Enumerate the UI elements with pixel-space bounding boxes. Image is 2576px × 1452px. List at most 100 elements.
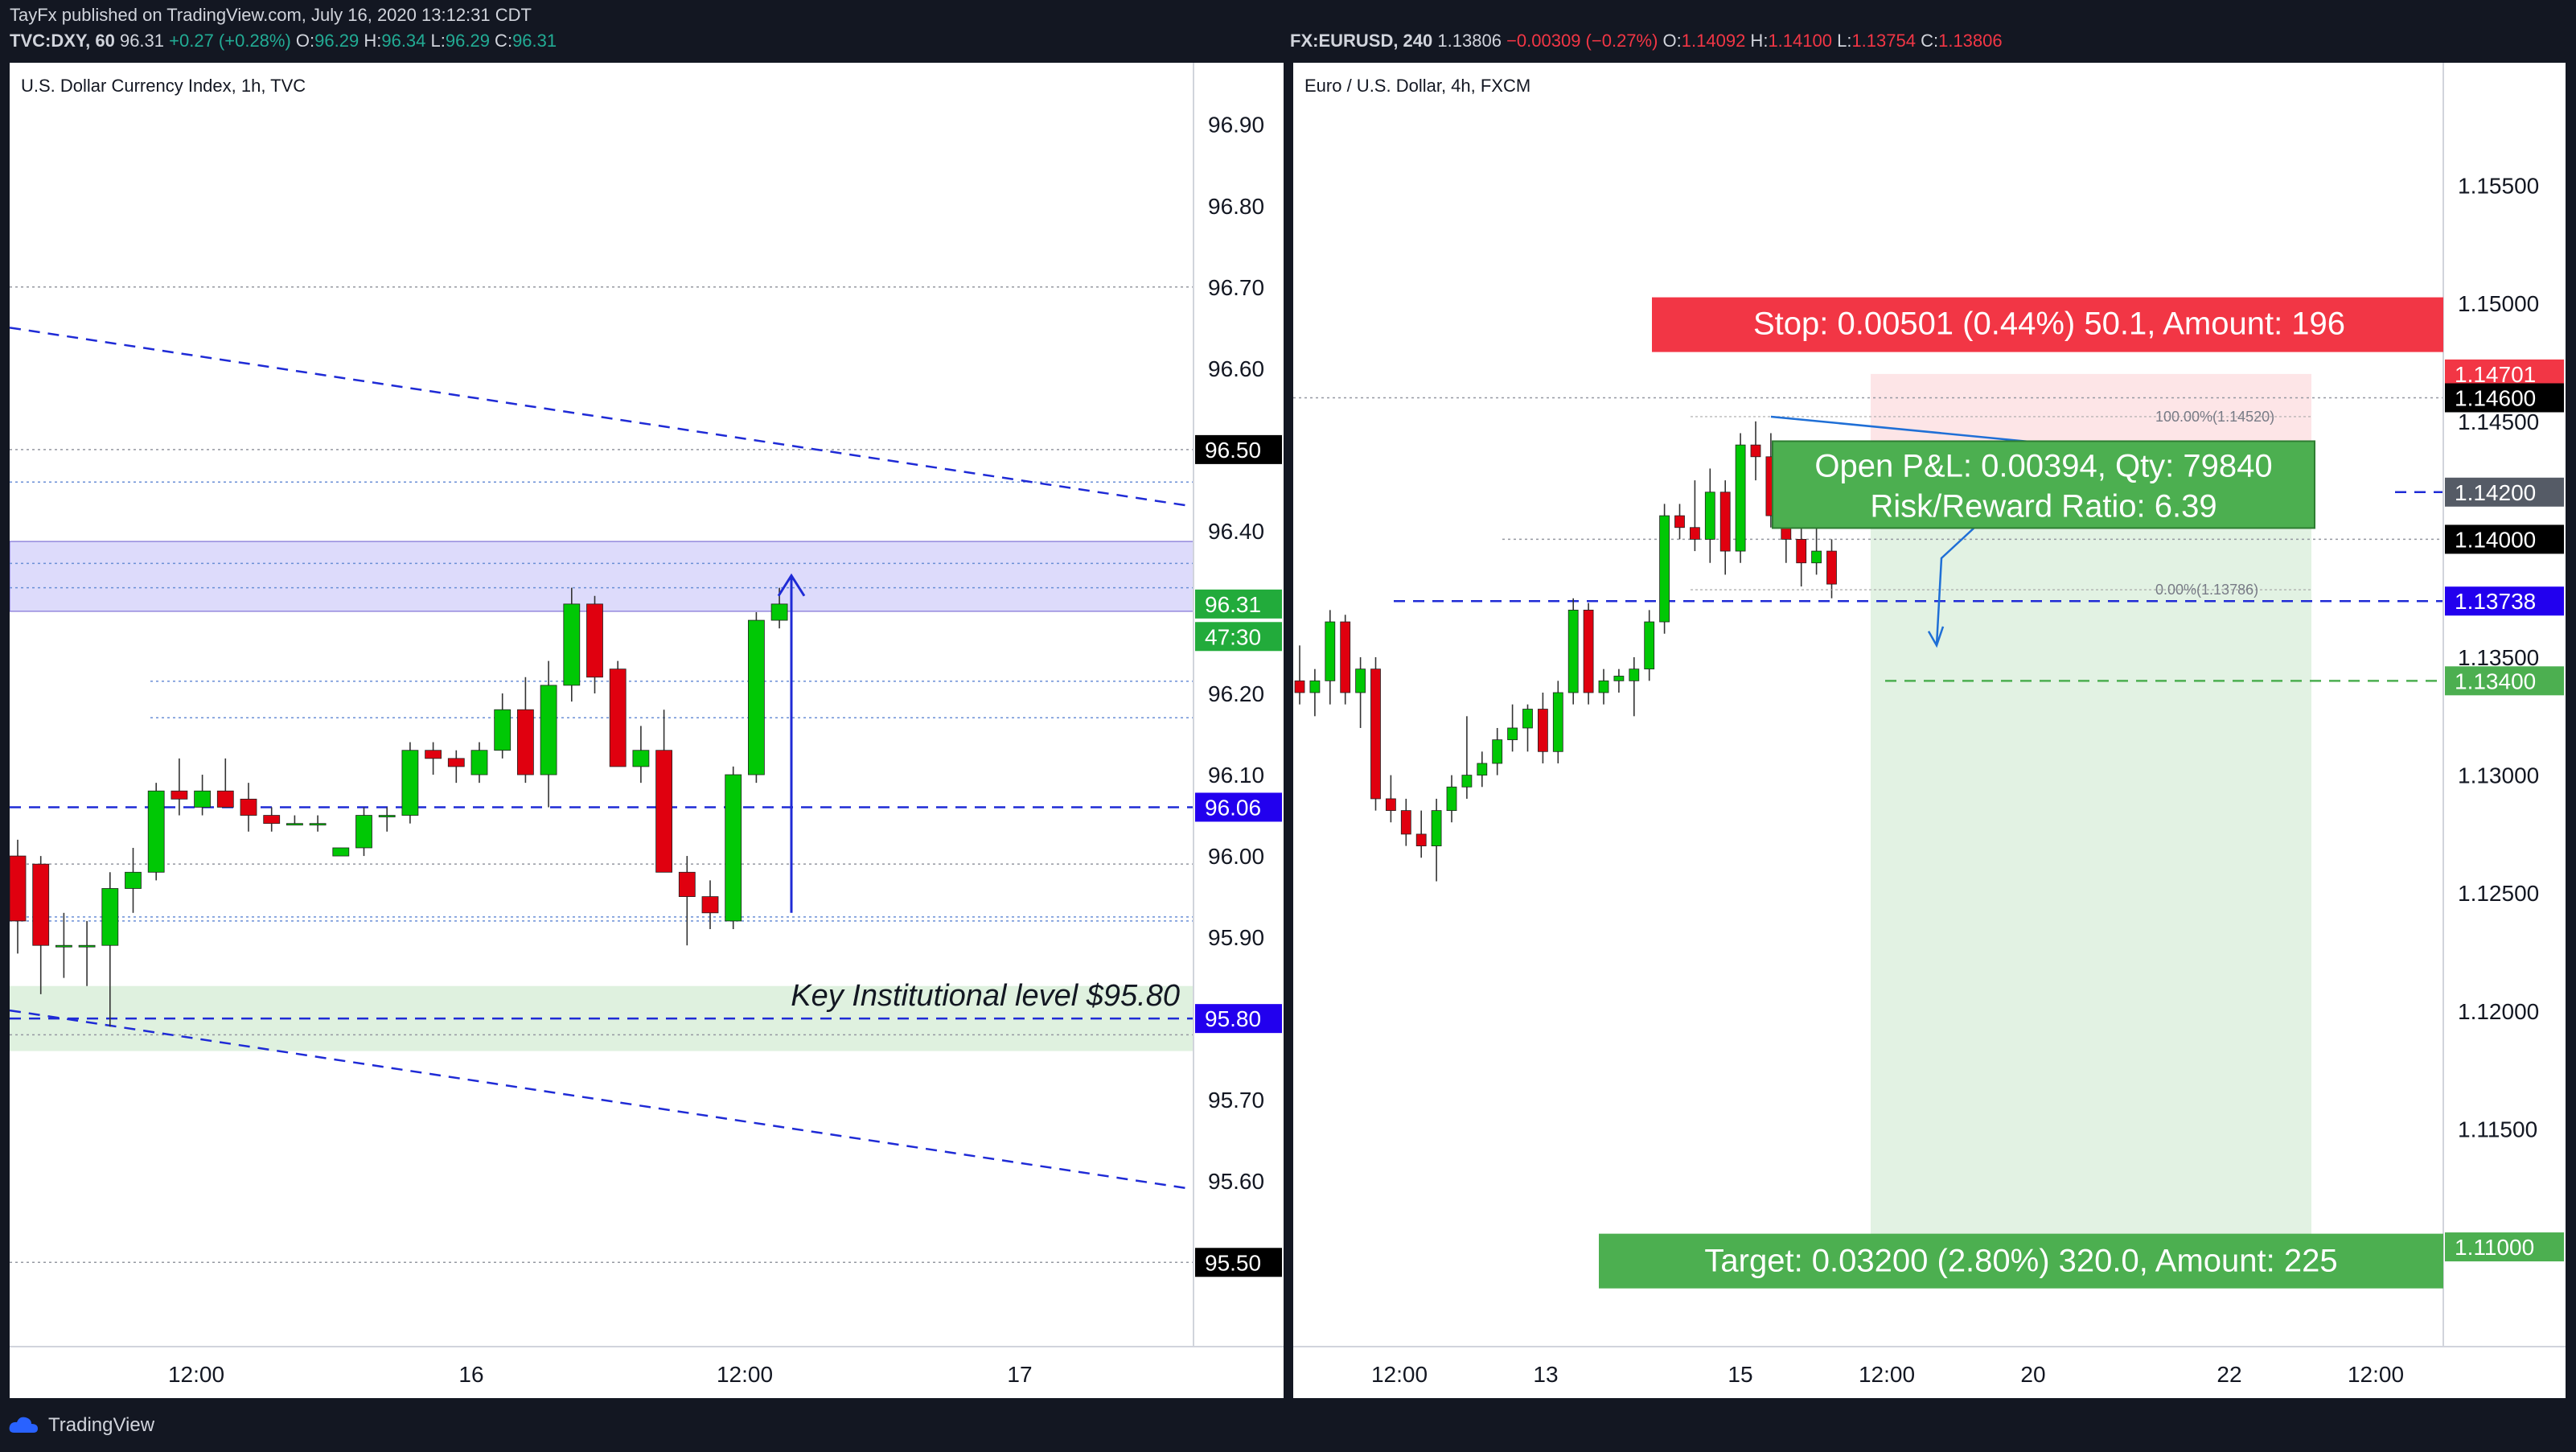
candle-body	[586, 603, 603, 678]
candle-body	[1567, 609, 1579, 693]
eurusd-chart[interactable]: 1.15500 1.15000 1.14500 1.13500 1.13000 1.125…	[1293, 63, 2566, 1398]
x-tick-label: 12:00	[2348, 1362, 2404, 1387]
y-tick-label: 96.00	[1208, 844, 1264, 869]
candle-body	[1629, 668, 1640, 681]
pnl-line2: Risk/Reward Ratio: 6.39	[1870, 488, 2217, 524]
eurusd-low: 1.13754	[1851, 31, 1916, 51]
price-label-box	[2445, 524, 2564, 554]
x-tick-label: 22	[2217, 1362, 2241, 1387]
candle-body	[1477, 763, 1488, 776]
y-tick-label: 96.80	[1208, 194, 1264, 219]
candle-body	[125, 871, 142, 889]
y-tick-label: 96.60	[1208, 356, 1264, 381]
candle-body	[1644, 621, 1655, 670]
eurusd-quote-line: FX:EURUSD, 240 1.13806 −0.00309 (−0.27%)…	[1290, 31, 2003, 51]
price-label-text: 1.14600	[2455, 385, 2536, 410]
eurusd-price: 1.13806	[1437, 31, 1502, 51]
dxy-chart-panel[interactable]: 96.90 96.80 96.70 96.60 96.40 96.20 96.10 96.00…	[9, 63, 1284, 1398]
dxy-open: 96.29	[314, 31, 359, 51]
candle-body	[401, 750, 419, 816]
y-tick-label: 95.90	[1208, 925, 1264, 950]
price-label-text: 96.50	[1205, 438, 1261, 463]
pnl-line1: Open P&L: 0.00394, Qty: 79840	[1814, 448, 2272, 483]
dxy-close: 96.31	[512, 31, 557, 51]
price-label-box	[2445, 586, 2564, 616]
eurusd-chart-panel[interactable]: 1.15500 1.15000 1.14500 1.13500 1.13000 1.125…	[1293, 63, 2566, 1398]
price-label-text: 96.31	[1205, 592, 1261, 617]
resistance-zone	[9, 541, 1194, 612]
candle-body	[1461, 775, 1473, 788]
price-label-text: 1.11000	[2455, 1235, 2534, 1260]
candle-body	[563, 603, 581, 686]
candle-body	[1386, 798, 1396, 812]
candle-body	[1400, 810, 1411, 835]
candle-body	[1507, 727, 1518, 741]
candle-body	[1340, 621, 1351, 693]
candle-body	[309, 823, 327, 826]
dxy-low: 96.29	[445, 31, 490, 51]
stop-label-text: Stop: 0.00501 (0.44%) 50.1, Amount: 196	[1753, 306, 2345, 342]
candle-body	[1583, 609, 1594, 693]
y-tick-label: 1.12500	[2458, 881, 2539, 906]
candle-body	[1826, 550, 1837, 585]
candle-body	[1811, 550, 1822, 564]
candle-body	[332, 847, 350, 857]
candle-body	[378, 815, 396, 817]
candle-body	[1598, 680, 1609, 693]
eurusd-change: −0.00309 (−0.27%)	[1506, 31, 1658, 51]
candle-body	[101, 888, 119, 946]
candle-body	[1613, 676, 1625, 681]
candle-body	[1719, 492, 1731, 552]
y-tick-label: 1.15000	[2458, 291, 2539, 316]
price-label-box	[1195, 434, 1282, 464]
dxy-chart[interactable]: 96.90 96.80 96.70 96.60 96.40 96.20 96.10 96.00…	[9, 63, 1284, 1398]
price-label-text: 96.06	[1205, 795, 1261, 820]
candle-body	[1659, 515, 1670, 623]
x-tick-label: 20	[2020, 1362, 2045, 1387]
price-label-box	[2445, 477, 2564, 507]
y-tick-label: 95.60	[1208, 1169, 1264, 1194]
key-level-annotation: Key Institutional level $95.80	[791, 979, 1180, 1013]
price-label-box	[1195, 589, 1282, 619]
price-label-box	[2445, 383, 2564, 413]
fib-label: 100.00%(1.14520)	[2155, 409, 2274, 425]
candle-body	[1492, 739, 1503, 764]
price-label-text: 1.13738	[2455, 589, 2536, 614]
downtrend-line-lower	[9, 1009, 1194, 1191]
candle-body	[1325, 621, 1336, 681]
y-tick-label: 96.20	[1208, 681, 1264, 706]
candle-body	[470, 750, 488, 775]
candle-body	[78, 944, 96, 948]
price-label-text: 1.14000	[2455, 527, 2536, 552]
price-label-box	[2445, 1232, 2564, 1262]
price-label-box	[1195, 622, 1282, 652]
price-label-text: 47:30	[1205, 624, 1261, 649]
candle-body	[1735, 444, 1746, 552]
candle-body	[748, 619, 765, 775]
pnl-label-box	[1772, 440, 2315, 529]
dxy-change: +0.27 (+0.28%)	[169, 31, 291, 51]
chart-title: Euro / U.S. Dollar, 4h, FXCM	[1304, 76, 1530, 96]
candle-body	[147, 790, 165, 873]
candle-body	[1750, 444, 1761, 458]
eurusd-close: 1.13806	[1938, 31, 2003, 51]
y-tick-label: 1.14500	[2458, 409, 2539, 434]
price-label-text: 1.13400	[2455, 668, 2536, 693]
candle-body	[263, 815, 281, 825]
price-label-box	[2445, 666, 2564, 696]
price-label-text: 95.50	[1205, 1250, 1261, 1275]
candle-body	[425, 750, 442, 759]
candle-body	[447, 758, 465, 767]
price-label-text: 1.14200	[2455, 480, 2536, 505]
target-zone	[1871, 492, 2311, 1248]
candle-body	[701, 896, 719, 914]
candle-body	[32, 863, 50, 946]
x-tick-label: 12:00	[1859, 1362, 1915, 1387]
candle-body	[678, 871, 696, 897]
candle-body	[355, 815, 372, 849]
y-tick-label: 96.90	[1208, 113, 1264, 138]
candle-body	[55, 944, 72, 948]
candle-body	[517, 709, 534, 775]
tradingview-logo[interactable]: TradingView	[8, 1414, 154, 1437]
y-tick-label: 1.11500	[2458, 1117, 2537, 1141]
